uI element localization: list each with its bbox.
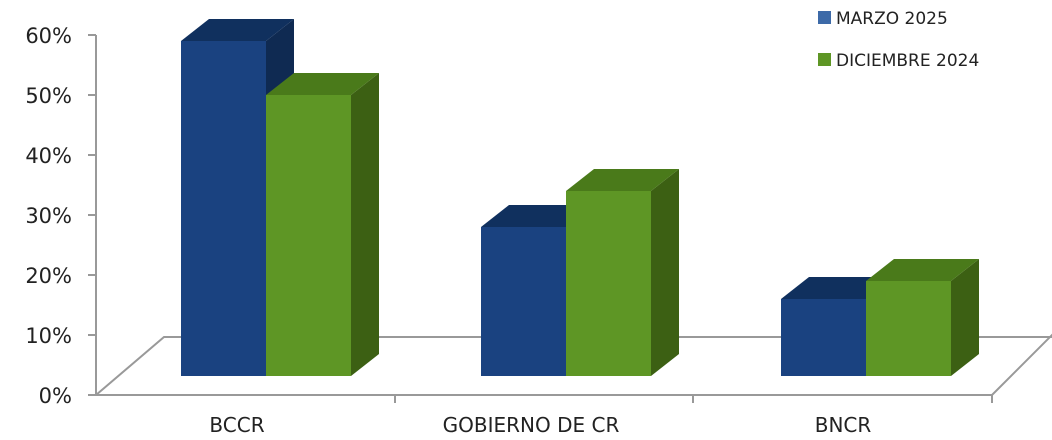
bars: [181, 19, 979, 376]
bar-top-face: [781, 277, 894, 299]
bar: [566, 169, 679, 376]
y-tick-label: 30%: [25, 204, 72, 228]
bar-front-face: [266, 95, 351, 376]
y-tick-label: 20%: [25, 264, 72, 288]
bar-front-face: [481, 227, 566, 376]
bar-top-face: [181, 19, 294, 41]
y-tick-label: 10%: [25, 324, 72, 348]
bar: [266, 73, 379, 376]
x-axis-labels: BCCR GOBIERNO DE CR BNCR: [209, 395, 993, 437]
bar: [866, 259, 979, 376]
bar-front-face: [566, 191, 651, 376]
y-tick-label: 0%: [39, 384, 72, 408]
y-axis: 0% 10% 20% 30% 40% 50% 60%: [25, 24, 97, 408]
legend: MARZO 2025 DICIEMBRE 2024: [818, 9, 979, 71]
y-tick-label: 40%: [25, 144, 72, 168]
bar-side-face: [951, 259, 979, 376]
legend-label: MARZO 2025: [836, 9, 948, 29]
bar-top-face: [866, 259, 979, 281]
y-tick-label: 60%: [25, 24, 72, 48]
bar-top-face: [481, 205, 594, 227]
x-category-label: BNCR: [815, 413, 872, 437]
legend-swatch: [818, 11, 831, 24]
bar-front-face: [866, 281, 951, 376]
y-tick-label: 50%: [25, 84, 72, 108]
bar-front-face: [181, 41, 266, 376]
legend-item: MARZO 2025: [818, 9, 948, 29]
legend-item: DICIEMBRE 2024: [818, 51, 979, 71]
legend-swatch: [818, 53, 831, 66]
x-category-label: BCCR: [209, 413, 264, 437]
bar-front-face: [781, 299, 866, 376]
bar-top-face: [566, 169, 679, 191]
legend-label: DICIEMBRE 2024: [836, 51, 979, 71]
bar-top-face: [266, 73, 379, 95]
floor-back-edge: [95, 336, 1052, 396]
bar-side-face: [351, 73, 379, 376]
x-category-label: GOBIERNO DE CR: [443, 413, 620, 437]
bar-side-face: [651, 169, 679, 376]
